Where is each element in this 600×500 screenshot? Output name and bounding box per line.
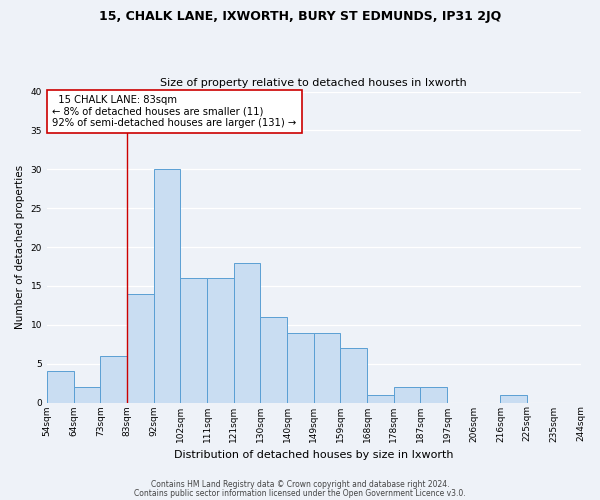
Bar xyxy=(207,278,233,402)
Bar xyxy=(340,348,367,403)
Bar xyxy=(127,294,154,403)
Bar xyxy=(500,394,527,402)
Bar xyxy=(421,387,447,402)
Bar xyxy=(74,387,100,402)
Bar xyxy=(181,278,207,402)
Bar xyxy=(154,170,181,402)
Text: Contains HM Land Registry data © Crown copyright and database right 2024.: Contains HM Land Registry data © Crown c… xyxy=(151,480,449,489)
Y-axis label: Number of detached properties: Number of detached properties xyxy=(15,165,25,329)
Text: Contains public sector information licensed under the Open Government Licence v3: Contains public sector information licen… xyxy=(134,488,466,498)
Bar xyxy=(260,317,287,402)
X-axis label: Distribution of detached houses by size in Ixworth: Distribution of detached houses by size … xyxy=(174,450,454,460)
Bar xyxy=(100,356,127,403)
Title: Size of property relative to detached houses in Ixworth: Size of property relative to detached ho… xyxy=(160,78,467,88)
Bar xyxy=(314,332,340,402)
Bar xyxy=(394,387,421,402)
Bar xyxy=(287,332,314,402)
Text: 15, CHALK LANE, IXWORTH, BURY ST EDMUNDS, IP31 2JQ: 15, CHALK LANE, IXWORTH, BURY ST EDMUNDS… xyxy=(99,10,501,23)
Text: 15 CHALK LANE: 83sqm
← 8% of detached houses are smaller (11)
92% of semi-detach: 15 CHALK LANE: 83sqm ← 8% of detached ho… xyxy=(52,94,296,128)
Bar xyxy=(233,262,260,402)
Bar xyxy=(47,372,74,402)
Bar xyxy=(367,394,394,402)
